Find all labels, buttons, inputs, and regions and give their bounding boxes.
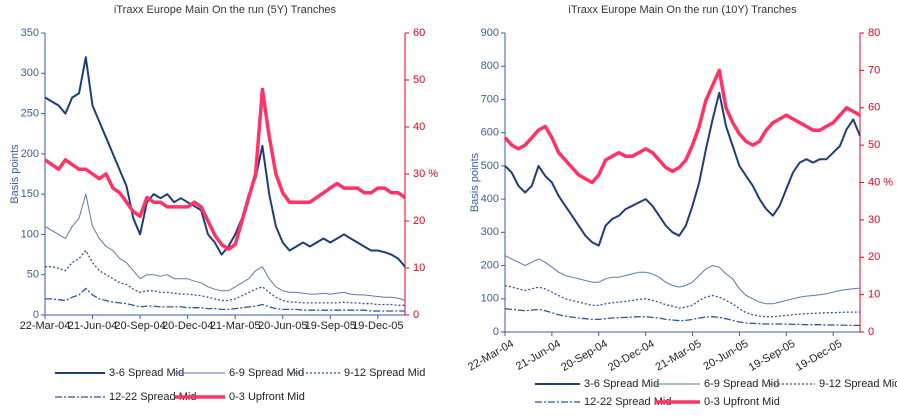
series-line [504,91,861,247]
legend-label: 0-3 Upfront Mid [704,396,780,408]
x-tick-label: 20-Jun-05 [701,338,750,373]
legend-label: 9-12 Spread Mid [344,367,425,379]
y-axis-label: Basis points [9,144,21,204]
x-tick-label: 19-Dec-05 [352,320,403,332]
x-tick-label: 21-Mar-05 [210,320,261,332]
x-tick-label: 22-Mar-04 [20,320,71,332]
x-tick-label: 21-Jun-04 [68,320,118,332]
y-tick-label: 500 [481,160,499,172]
legend-label: 3-6 Spread Mid [584,378,659,390]
y-tick-label: 400 [481,193,499,205]
y-axis-label: Basis points [469,152,481,212]
x-tick-label: 21-Jun-04 [514,338,563,373]
x-tick-label: 22-Mar-04 [466,338,516,374]
y2-tick-label: 70 [868,64,880,76]
y-tick-label: 700 [481,93,499,105]
y-tick-label: 300 [21,67,39,79]
y2-tick-label: 10 [413,262,425,274]
x-tick-label: 20-Sep-04 [559,338,609,374]
y2-tick-label: 30 % [413,168,438,180]
series-line [504,255,861,305]
series-line [45,249,405,306]
y-tick-label: 100 [21,228,39,240]
legend-label: 12-22 Spread Mid [584,396,671,408]
series-line [504,308,860,327]
x-tick-label: 20-Jun-05 [258,320,308,332]
y2-tick-label: 80 [868,27,880,39]
legend-label: 12-22 Spread Mid [109,391,196,403]
y2-tick-label: 50 [868,139,880,151]
chart-title: iTraxx Europe Main On the run (5Y) Tranc… [114,4,337,16]
series-line [504,284,860,318]
y2-tick-label: 50 [413,74,425,86]
legend-label: 6-9 Spread Mid [704,378,779,390]
series-line [44,193,406,301]
y2-tick-label: 60 [868,102,880,114]
y-tick-label: 0 [493,326,499,338]
x-tick-label: 20-Dec-04 [606,338,656,374]
y2-tick-label: 40 [413,121,425,133]
y2-tick-label: 30 [868,214,880,226]
y-tick-label: 800 [481,60,499,72]
y2-tick-label: 0 [413,309,419,321]
x-tick-label: 19-Sep-05 [305,320,356,332]
series-line [45,287,405,312]
y-tick-label: 600 [481,127,499,139]
y-tick-label: 200 [21,148,39,160]
chart-title: iTraxx Europe Main On the run (10Y) Tran… [568,4,797,16]
legend-label: 9-12 Spread Mid [819,378,897,390]
legend-label: 3-6 Spread Mid [109,367,184,379]
y-tick-label: 350 [21,27,39,39]
x-tick-label: 21-Mar-05 [654,338,704,374]
series-line [503,68,861,185]
y-tick-label: 300 [481,226,499,238]
x-tick-label: 19-Dec-05 [794,338,844,374]
y-tick-label: 250 [21,107,39,119]
series-line [44,56,406,268]
legend-label: 6-9 Spread Mid [229,367,304,379]
x-tick-label: 19-Sep-05 [747,338,797,374]
y2-tick-label: 10 [868,289,880,301]
y-tick-label: 100 [481,293,499,305]
y2-tick-label: 20 [868,251,880,263]
y2-tick-label: 60 [413,27,425,39]
series-line [44,87,406,251]
y-tick-label: 0 [33,309,39,321]
x-tick-label: 20-Sep-04 [114,320,165,332]
x-tick-label: 20-Dec-04 [162,320,213,332]
y-tick-label: 150 [21,188,39,200]
legend-label: 0-3 Upfront Mid [229,391,305,403]
y-tick-label: 50 [27,269,39,281]
y2-tick-label: 0 [868,326,874,338]
y2-tick-label: 40 % [868,176,893,188]
y-tick-label: 200 [481,259,499,271]
y2-tick-label: 20 [413,215,425,227]
y-tick-label: 900 [481,27,499,39]
